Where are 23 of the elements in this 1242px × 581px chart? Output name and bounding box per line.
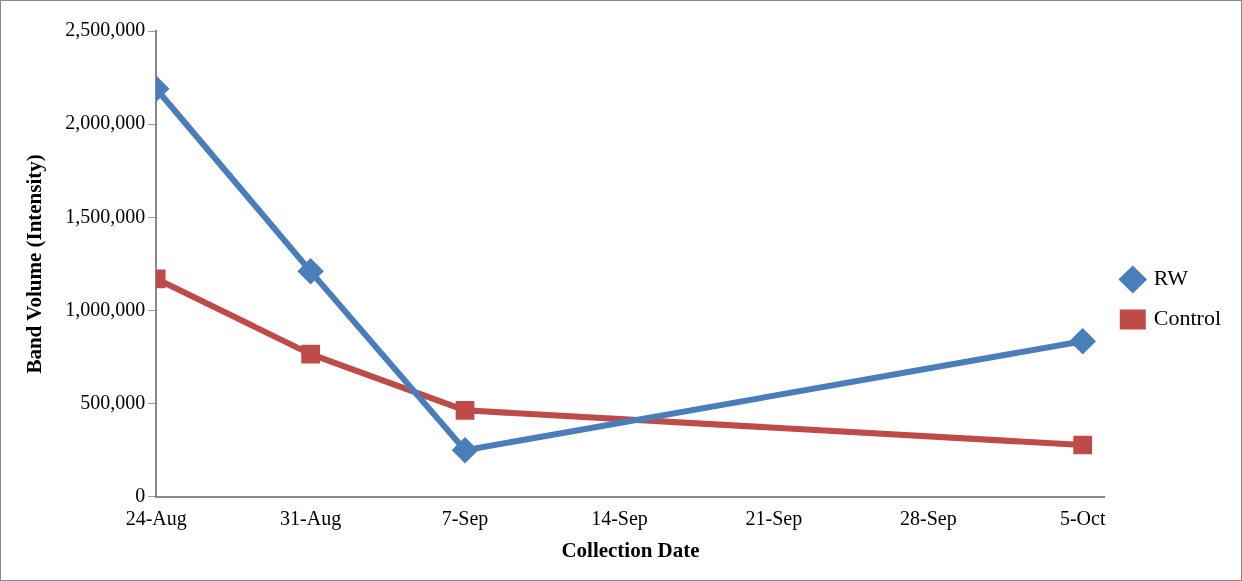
x-tick-label: 7-Sep	[441, 507, 489, 531]
y-tick-label: 2,000,000	[65, 111, 146, 134]
y-tick-label: 1,500,000	[65, 204, 146, 227]
legend-label: RW	[1153, 265, 1189, 291]
y-tick-label: 0	[135, 484, 146, 507]
x-axis-title: Collection Date	[561, 537, 700, 562]
point	[1070, 329, 1095, 354]
point	[1073, 435, 1093, 455]
point	[455, 400, 475, 420]
x-tick-label: 31-Aug	[280, 507, 342, 531]
x-tick-label: 21-Sep	[745, 507, 803, 531]
y-tick-label: 500,000	[80, 390, 146, 413]
y-axis-title: Band Volume (Intensity)	[22, 154, 47, 374]
x-tick-label: 14-Sep	[591, 507, 648, 531]
point	[301, 344, 320, 364]
point	[298, 259, 323, 284]
legend-label: Control	[1153, 305, 1222, 331]
y-tick-label: 1,000,000	[65, 297, 146, 320]
point	[453, 438, 478, 463]
x-tick-label: 28-Sep	[899, 507, 957, 531]
x-tick-label: 5-Oct	[1059, 507, 1106, 530]
x-tick-label: 24-Aug	[125, 507, 187, 531]
y-tick-label: 2,500,000	[65, 18, 146, 41]
